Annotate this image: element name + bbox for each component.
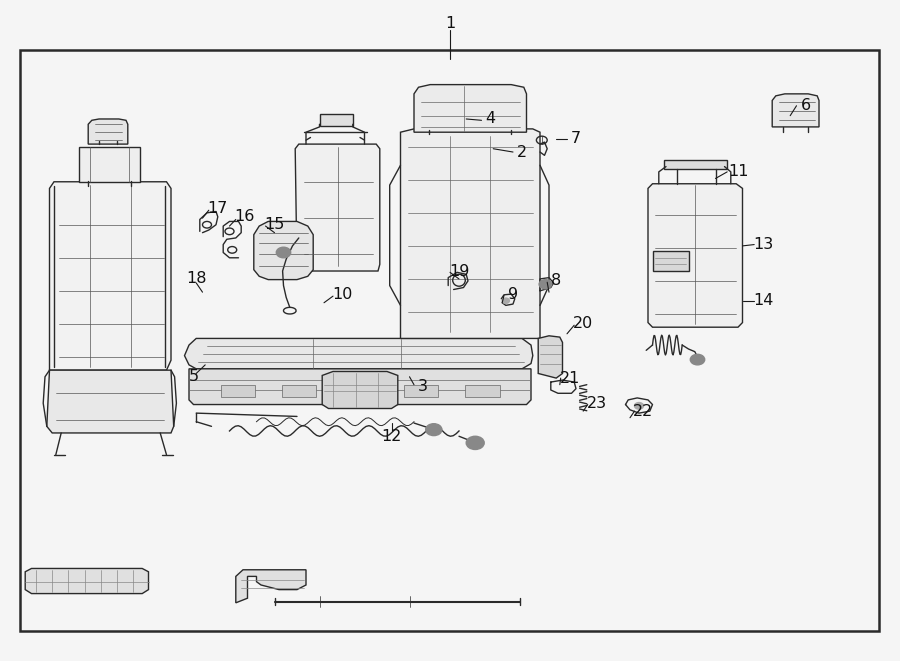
Text: 1: 1: [445, 16, 455, 30]
Text: 13: 13: [753, 237, 773, 252]
Polygon shape: [184, 338, 533, 369]
Polygon shape: [320, 114, 353, 126]
Text: 12: 12: [382, 429, 401, 444]
Polygon shape: [236, 570, 306, 603]
Text: 7: 7: [571, 132, 581, 146]
Text: 4: 4: [485, 112, 496, 126]
Polygon shape: [25, 568, 148, 594]
Text: 3: 3: [418, 379, 428, 394]
Text: 2: 2: [517, 145, 527, 159]
Polygon shape: [322, 371, 398, 408]
Polygon shape: [254, 221, 313, 280]
Text: 22: 22: [634, 404, 653, 418]
Circle shape: [426, 424, 442, 436]
Polygon shape: [414, 85, 526, 132]
Polygon shape: [79, 147, 140, 182]
Text: 15: 15: [265, 217, 284, 232]
Bar: [404, 385, 438, 397]
Text: 17: 17: [208, 201, 228, 215]
Bar: [20, 50, 879, 631]
Polygon shape: [664, 160, 727, 169]
Text: 20: 20: [573, 317, 593, 331]
Text: 23: 23: [587, 396, 607, 410]
Text: 8: 8: [551, 274, 562, 288]
Bar: [343, 385, 377, 397]
Text: 21: 21: [560, 371, 580, 385]
Polygon shape: [538, 336, 562, 378]
Bar: [465, 385, 500, 397]
Circle shape: [634, 403, 644, 409]
Text: 5: 5: [188, 369, 199, 384]
Text: 10: 10: [332, 287, 352, 301]
Polygon shape: [88, 119, 128, 144]
Text: 19: 19: [449, 264, 469, 278]
Polygon shape: [400, 129, 540, 338]
Bar: [282, 385, 316, 397]
Polygon shape: [648, 184, 742, 327]
Text: 9: 9: [508, 287, 518, 301]
Polygon shape: [189, 369, 531, 405]
Bar: [220, 385, 255, 397]
Polygon shape: [652, 251, 688, 271]
Text: 14: 14: [753, 293, 773, 308]
Text: 16: 16: [235, 210, 255, 224]
Polygon shape: [47, 370, 174, 433]
Circle shape: [466, 436, 484, 449]
Text: 11: 11: [728, 165, 748, 179]
Circle shape: [690, 354, 705, 365]
Polygon shape: [50, 182, 171, 370]
Circle shape: [539, 280, 552, 289]
Polygon shape: [295, 144, 380, 271]
Circle shape: [276, 247, 291, 258]
Circle shape: [502, 298, 509, 303]
Polygon shape: [772, 94, 819, 127]
Text: 18: 18: [186, 272, 206, 286]
Text: 6: 6: [800, 98, 811, 113]
